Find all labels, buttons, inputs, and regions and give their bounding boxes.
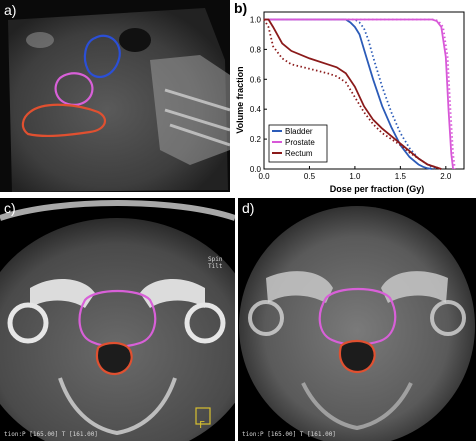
right-pubic-bone (381, 271, 448, 303)
x-tick-label: 0.5 (304, 172, 316, 181)
series-group (263, 18, 456, 170)
rectum-contour (21, 103, 107, 138)
panel-d-label: d) (242, 200, 255, 216)
pubic-bone (26, 32, 54, 48)
panel-a-sagittal-ct: a) (0, 0, 230, 192)
axial-ct-image (0, 198, 235, 441)
left-pubic-bone (266, 271, 333, 303)
orientation-marker-box (195, 407, 211, 425)
sacrum-coccyx (58, 377, 177, 436)
sacrum-bone (150, 55, 230, 165)
left-pubic-bone (30, 278, 95, 308)
left-femoral-head (7, 302, 49, 344)
rectum-contour (338, 339, 376, 374)
footer-text: tion:P [165.00] T [161.00] (4, 431, 98, 438)
y-axis-ticks: 0.0 0.2 0.4 0.6 0.8 1.0 (250, 15, 267, 174)
series-line-2 (264, 18, 454, 170)
panel-d-axial-cbct: d) tion:P [165.00] T [161.00] (238, 198, 476, 441)
y-tick-label: 0.2 (250, 135, 262, 144)
x-tick-label: 2.0 (440, 172, 452, 181)
x-tick-label: 1.5 (395, 172, 407, 181)
spine-bone-edges (164, 88, 230, 147)
x-tick-label: 0.0 (258, 172, 270, 181)
panel-c-axial-ct: c) Spin Tilt tion:P [165.00] T [161.00] … (0, 198, 235, 441)
plot-area (263, 11, 465, 170)
legend-label: Prostate (285, 138, 315, 147)
axial-body-region (0, 218, 235, 441)
footer-text: tion:P [165.00] T [161.00] (242, 431, 336, 438)
y-tick-label: 0.4 (250, 105, 262, 114)
x-axis-title: Dose per fraction (Gy) (330, 184, 425, 194)
dvh-chart-svg: 0.0 0.5 1.0 1.5 2.0 0.0 0.2 0.4 0.6 0.8 1.0 Bladd… (232, 0, 476, 196)
left-femoral-head (248, 300, 284, 336)
y-tick-label: 1.0 (250, 15, 262, 24)
bowel-gas (119, 28, 151, 52)
legend-label: Rectum (285, 149, 313, 158)
bladder-contour (83, 34, 121, 79)
prostate-contour (54, 72, 94, 106)
prostate-contour (318, 288, 397, 346)
legend-label: Bladder (285, 127, 313, 136)
legend: Bladder Prostate Rectum (268, 124, 328, 163)
x-tick-label: 1.0 (349, 172, 361, 181)
corner-glyph: F (199, 420, 206, 431)
overlay-text-tilt: Tilt (208, 263, 223, 270)
y-tick-label: 0.0 (250, 165, 262, 174)
abdominal-wall (0, 200, 235, 221)
rectum-contour (95, 341, 133, 376)
panel-a-label: a) (4, 2, 17, 18)
y-axis-title: Volume fraction (235, 66, 245, 133)
right-pubic-bone (140, 278, 205, 308)
overlay-text-spin: Spin (208, 256, 223, 263)
panel-b-dvh-chart: 0.0 0.5 1.0 1.5 2.0 0.0 0.2 0.4 0.6 0.8 1.0 Bladd… (232, 0, 476, 196)
y-tick-label: 0.6 (250, 75, 262, 84)
sacrum-coccyx (301, 382, 413, 431)
plot-frame (263, 11, 465, 170)
series-line-4 (264, 18, 442, 170)
right-femoral-head (430, 300, 466, 336)
sagittal-ct-image (0, 0, 230, 192)
series-line-0 (264, 18, 433, 170)
axial-body-region (239, 206, 475, 441)
x-axis-ticks: 0.0 0.5 1.0 1.5 2.0 (258, 166, 452, 181)
prostate-contour (78, 290, 157, 348)
y-tick-label: 0.8 (250, 45, 262, 54)
panel-c-label: c) (4, 200, 16, 216)
axial-cbct-image (238, 198, 476, 441)
right-femoral-head (184, 302, 226, 344)
panel-b-label: b) (234, 0, 248, 16)
